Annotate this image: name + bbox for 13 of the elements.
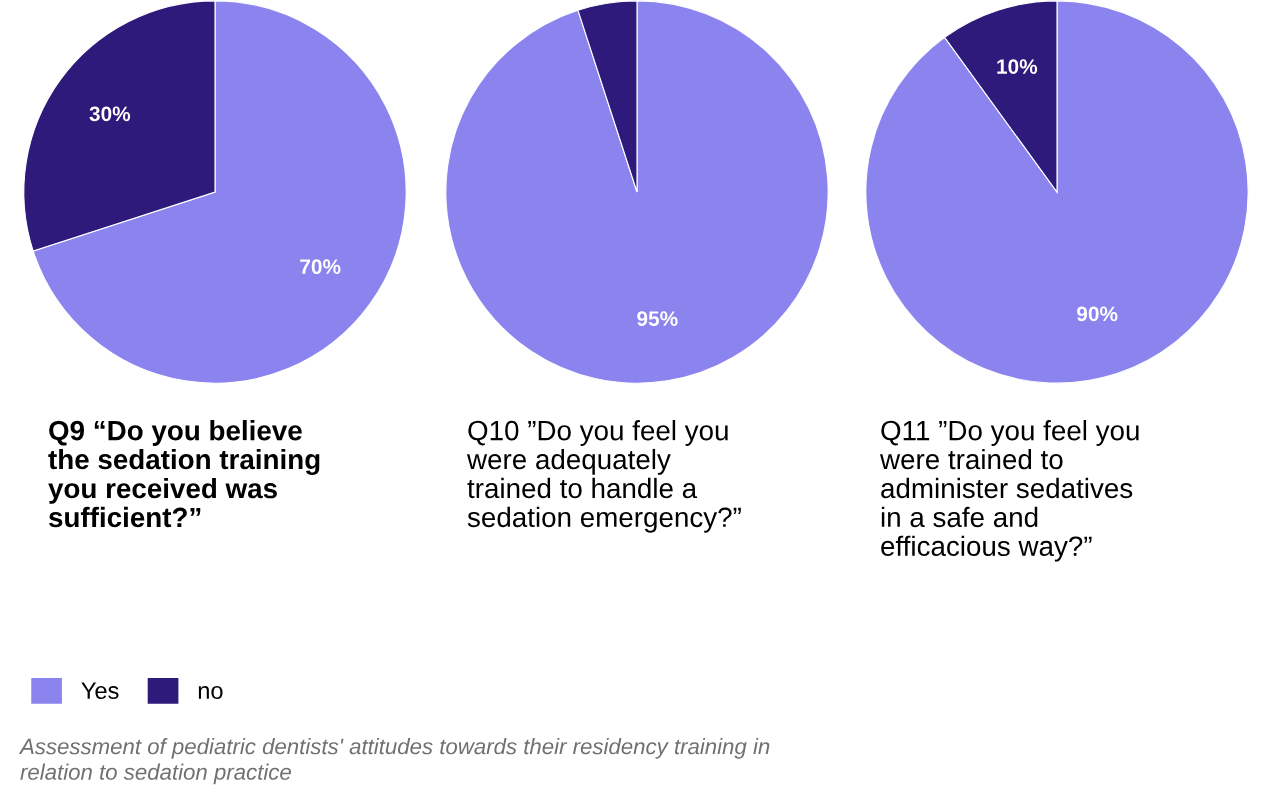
legend-label: Yes [81,682,119,700]
legend-label: no [198,686,223,700]
data-label: 90% [1077,306,1118,322]
data-label: 10% [997,59,1038,74]
text: Q9 “Do you believe the sedation training you received was sufficient?” [48,420,320,528]
text: Q10 ”Do you feel you were adequately trained to handle a sedation emergency?” [466,420,741,533]
data-label: 70% [300,259,341,274]
text: Q11 ”Do you feel you were trained to administer sedatives in a safe and efficacious way?” [879,420,1139,562]
data-label: 95% [637,311,678,326]
pie-slice [445,0,829,384]
text: Assessment of pediatric dentists' attitudes towards their residency training in relation to sedation practice [18,738,770,785]
pie-slice [865,0,1249,384]
data-label: 30% [89,106,131,122]
